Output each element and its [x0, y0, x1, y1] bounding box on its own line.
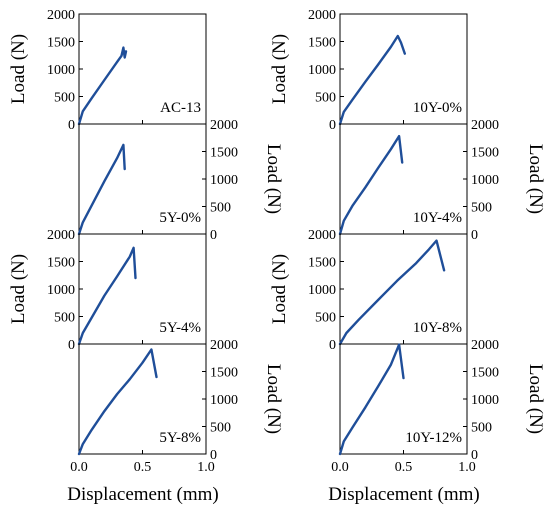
- y-tick-label: 1000: [47, 63, 75, 78]
- panel-3: 0 500 1000 1500 2000 5Y-0%: [77, 118, 238, 243]
- panel-group: 0 500 1000 1500 2000 AC-13 0 500 1000 1500 2000 10Y…: [47, 8, 499, 475]
- load-displacement-curve: [77, 143, 126, 236]
- y-tick-label: 0: [471, 448, 478, 463]
- y-tick-label: 2000: [308, 8, 336, 23]
- y-tick-label: 500: [471, 201, 492, 216]
- y-tick-label: 2000: [471, 118, 499, 133]
- y-tick-label: 1500: [47, 36, 75, 51]
- x-tick-label: 1.0: [458, 460, 476, 475]
- y-tick-label: 1500: [308, 256, 336, 271]
- panel-label: 10Y-12%: [405, 430, 462, 446]
- y-tick-label: 500: [54, 91, 75, 106]
- panel-2: 0 500 1000 1500 2000 10Y-0%: [308, 8, 468, 133]
- y-tick-label: 1000: [471, 393, 499, 408]
- y-tick-label: 1000: [308, 63, 336, 78]
- y-tick-label: 2000: [210, 338, 238, 353]
- panel-label: 10Y-0%: [413, 100, 462, 116]
- y-axis-label-right-bottom: Load (N): [263, 364, 284, 434]
- y-tick-label: 0: [68, 118, 75, 133]
- y-tick-label: 0: [471, 228, 478, 243]
- y-tick-label: 1000: [471, 173, 499, 188]
- y-tick-label: 0: [210, 448, 217, 463]
- panel-label: 10Y-4%: [413, 210, 462, 226]
- x-tick-label: 1.0: [197, 460, 215, 475]
- y-axis-label-right-top: Load (N): [263, 144, 284, 214]
- load-displacement-curve: [77, 246, 137, 346]
- y-tick-label: 1500: [308, 36, 336, 51]
- panel-6: 0 500 1000 1500 2000 10Y-8%: [308, 228, 468, 353]
- panel-5: 0 500 1000 1500 2000 5Y-4%: [47, 228, 207, 353]
- panel-1: 0 500 1000 1500 2000 AC-13: [47, 8, 207, 133]
- y-tick-label: 500: [210, 201, 231, 216]
- y-tick-label: 1500: [47, 256, 75, 271]
- y-tick-label: 500: [315, 91, 336, 106]
- y-tick-label: 2000: [308, 228, 336, 243]
- y-tick-label: 1500: [471, 146, 499, 161]
- y-tick-label: 2000: [47, 8, 75, 23]
- panel-label: 5Y-4%: [159, 320, 201, 336]
- y-tick-label: 1000: [47, 283, 75, 298]
- y-tick-label: 1500: [471, 366, 499, 381]
- x-axis-label-left: Displacement (mm): [67, 484, 218, 505]
- y-axis-label-col2-left-top: Load (N): [269, 34, 290, 104]
- y-tick-label: 0: [68, 338, 75, 353]
- y-tick-label: 1000: [308, 283, 336, 298]
- load-displacement-curve: [338, 343, 405, 456]
- panel-label: 5Y-8%: [159, 430, 201, 446]
- load-displacement-curve: [77, 46, 128, 126]
- x-axis-label-right: Displacement (mm): [328, 484, 479, 505]
- panel-label: AC-13: [160, 100, 201, 116]
- y-tick-label: 500: [471, 421, 492, 436]
- x-tick-label: 0.0: [331, 460, 349, 475]
- y-tick-label: 1000: [210, 173, 238, 188]
- y-tick-label: 0: [210, 228, 217, 243]
- panel-8: 0 500 1000 1500 2000 0.0 0.5 1.0 10Y-12%: [331, 338, 499, 475]
- y-axis-label-left-top: Load (N): [8, 34, 29, 104]
- panel-4: 0 500 1000 1500 2000 10Y-4%: [338, 118, 499, 243]
- x-tick-label: 0.5: [395, 460, 413, 475]
- y-axis-label-col2-right-bottom: Load (N): [525, 364, 546, 434]
- y-axis-label-col2-right-top: Load (N): [525, 144, 546, 214]
- y-axis-label-left-bottom: Load (N): [8, 254, 29, 324]
- y-tick-label: 500: [54, 311, 75, 326]
- load-displacement-curve: [338, 134, 404, 236]
- y-tick-label: 500: [315, 311, 336, 326]
- y-tick-label: 1000: [210, 393, 238, 408]
- y-tick-label: 0: [329, 338, 336, 353]
- y-tick-label: 1500: [210, 146, 238, 161]
- panel-label: 10Y-8%: [413, 320, 462, 336]
- y-tick-label: 1500: [210, 366, 238, 381]
- load-displacement-curve: [77, 348, 158, 456]
- panel-7: 0 500 1000 1500 2000 0.0 0.5 1.0 5Y-8%: [70, 338, 238, 475]
- x-tick-label: 0.5: [134, 460, 152, 475]
- y-tick-label: 0: [329, 118, 336, 133]
- y-tick-label: 500: [210, 421, 231, 436]
- y-tick-label: 2000: [471, 338, 499, 353]
- load-displacement-curve: [338, 34, 406, 126]
- y-tick-label: 2000: [47, 228, 75, 243]
- y-axis-label-col2-left-bottom: Load (N): [269, 254, 290, 324]
- y-tick-label: 2000: [210, 118, 238, 133]
- panel-label: 5Y-0%: [159, 210, 201, 226]
- load-displacement-curve: [338, 239, 446, 346]
- x-tick-label: 0.0: [70, 460, 88, 475]
